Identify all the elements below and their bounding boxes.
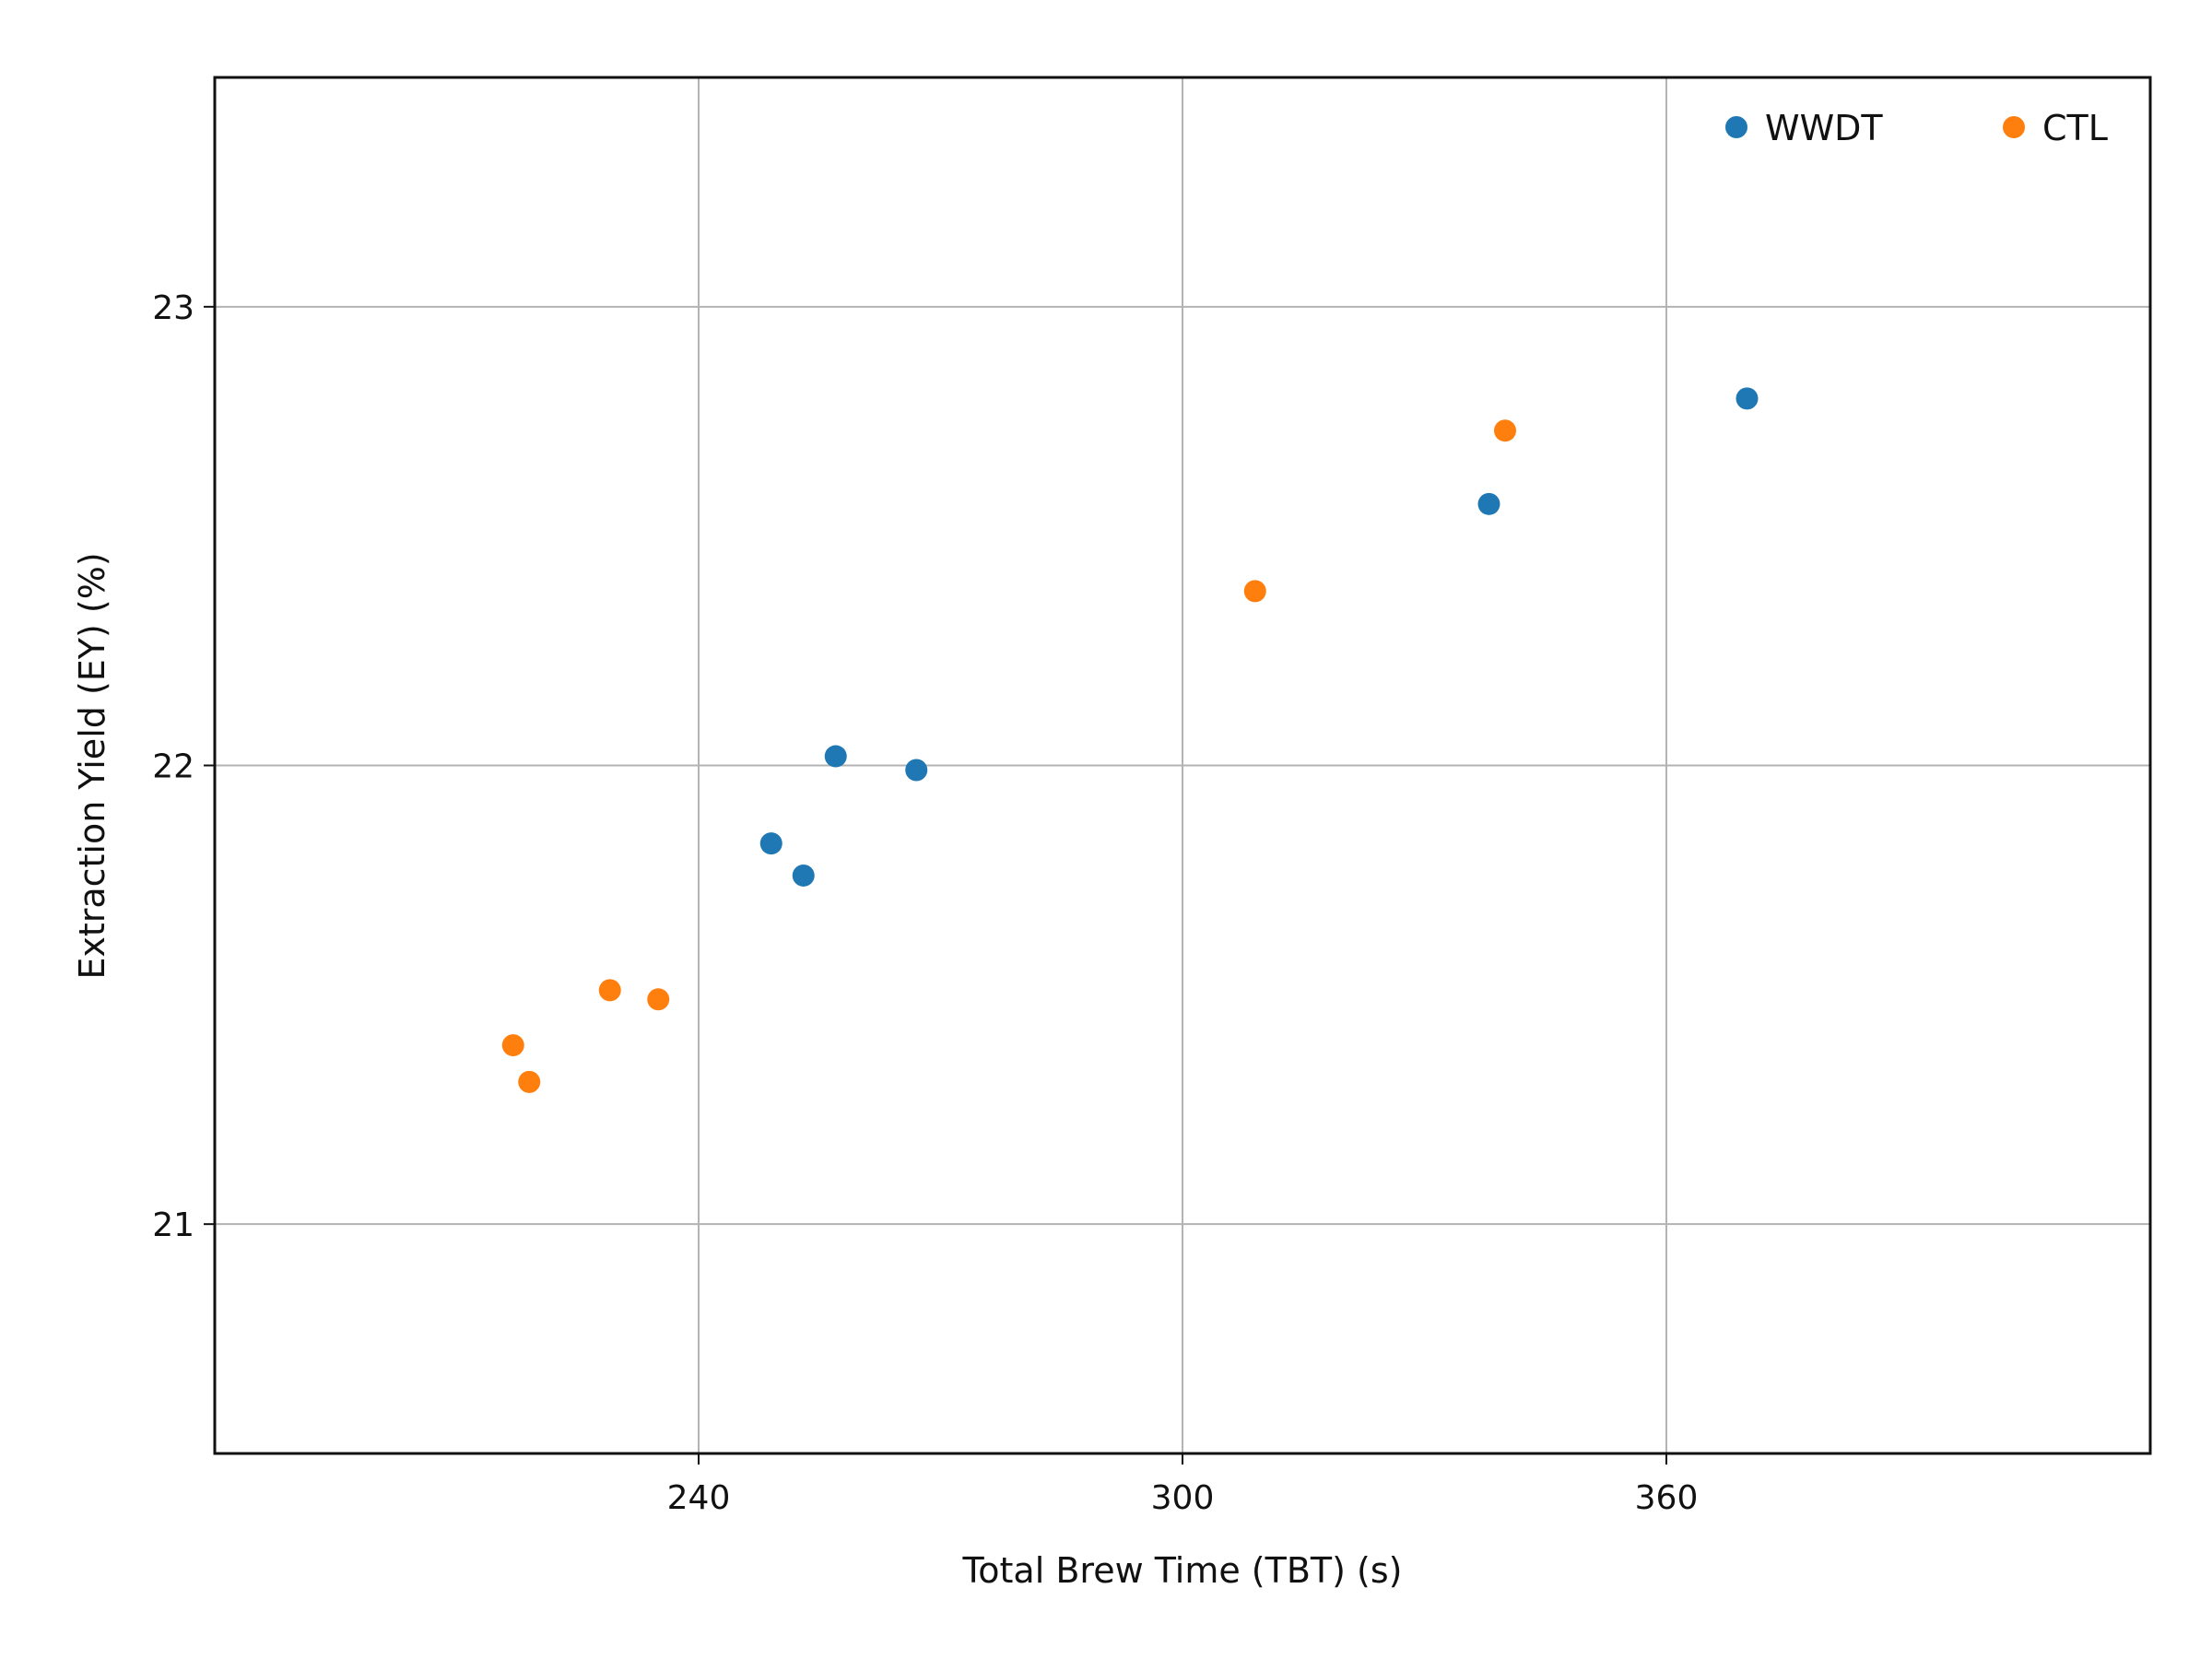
grid-lines — [215, 77, 2150, 1453]
axis-ticks: 240 300 360 21 22 23 — [152, 289, 1698, 1517]
point-ctl — [518, 1070, 541, 1093]
point-ctl — [501, 1034, 524, 1057]
x-tick-label: 360 — [1635, 1479, 1699, 1517]
legend-marker-ctl — [2003, 116, 2025, 138]
x-tick-label: 240 — [667, 1479, 731, 1517]
legend-label-ctl: CTL — [2042, 108, 2108, 148]
point-ctl — [598, 979, 621, 1002]
legend-label-wwdt: WWDT — [1765, 108, 1883, 148]
point-wwdt — [1735, 387, 1759, 410]
x-axis-label: Total Brew Time (TBT) (s) — [962, 1550, 1403, 1591]
legend: WWDT CTL — [1725, 108, 2108, 148]
plot-frame — [213, 76, 2152, 1455]
point-wwdt — [905, 759, 928, 782]
y-tick-label: 21 — [152, 1206, 194, 1244]
point-ctl — [647, 988, 670, 1011]
y-axis-label: Extraction Yield (EY) (%) — [72, 552, 112, 979]
y-tick-label: 22 — [152, 748, 194, 786]
point-ctl — [1243, 580, 1266, 603]
point-ctl — [1494, 419, 1516, 442]
point-wwdt — [824, 745, 847, 768]
data-points — [501, 387, 1759, 1093]
legend-marker-wwdt — [1725, 116, 1747, 138]
y-tick-label: 23 — [152, 289, 194, 327]
x-tick-label: 300 — [1151, 1479, 1215, 1517]
point-wwdt — [759, 832, 782, 855]
point-wwdt — [792, 864, 815, 887]
point-wwdt — [1477, 492, 1500, 515]
